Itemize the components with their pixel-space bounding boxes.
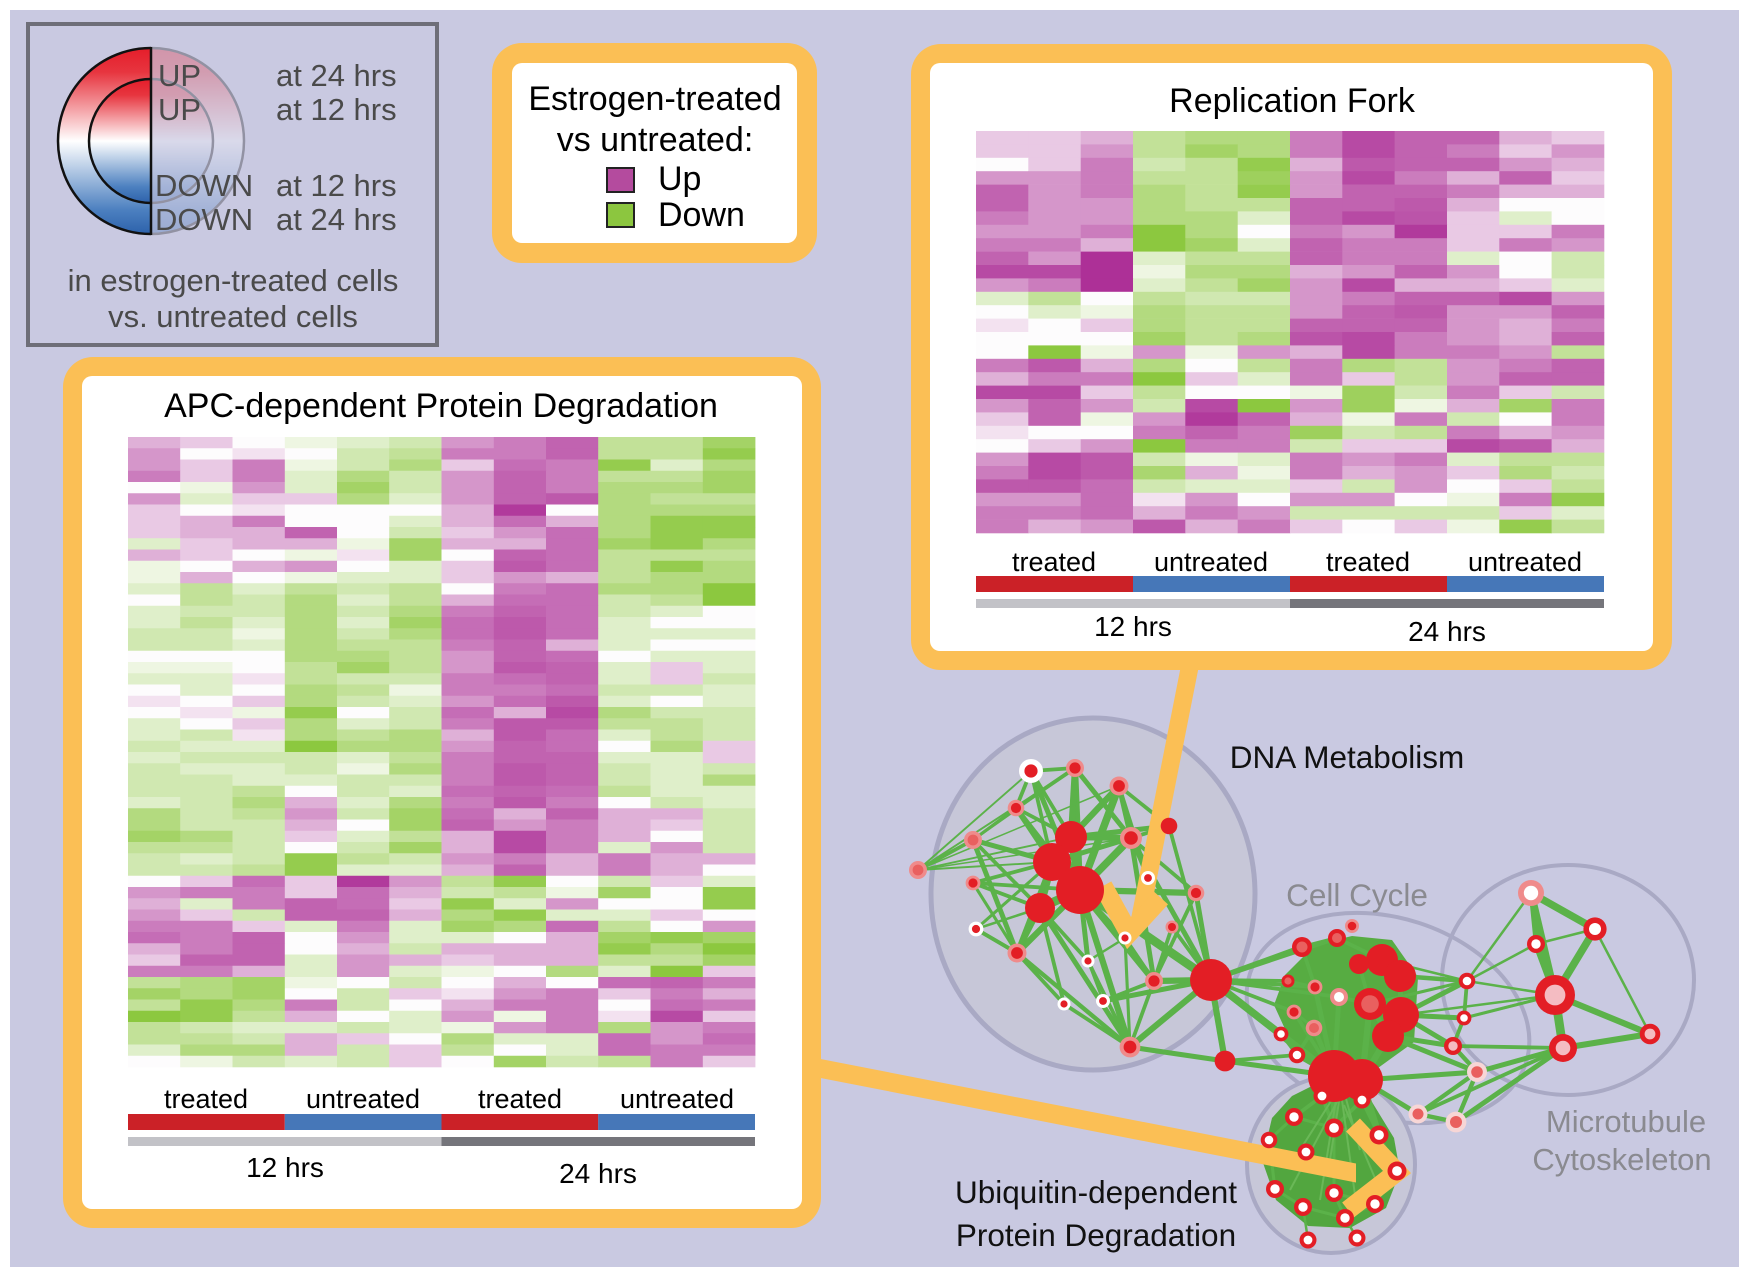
svg-text:Cell Cycle: Cell Cycle: [1286, 877, 1428, 913]
svg-text:untreated: untreated: [1154, 547, 1268, 577]
svg-text:12 hrs: 12 hrs: [246, 1152, 324, 1183]
svg-text:UP: UP: [158, 58, 201, 93]
svg-text:at 24 hrs: at 24 hrs: [276, 202, 397, 237]
svg-text:vs untreated:: vs untreated:: [557, 121, 754, 159]
svg-text:untreated: untreated: [620, 1084, 734, 1114]
svg-text:treated: treated: [478, 1084, 562, 1114]
svg-text:vs. untreated cells: vs. untreated cells: [108, 299, 358, 334]
svg-text:Cytoskeleton: Cytoskeleton: [1532, 1142, 1711, 1177]
svg-text:DOWN: DOWN: [155, 168, 253, 203]
svg-text:DNA Metabolism: DNA Metabolism: [1230, 739, 1465, 775]
svg-text:UP: UP: [158, 92, 201, 127]
svg-text:at 12 hrs: at 12 hrs: [276, 168, 397, 203]
svg-text:Up: Up: [658, 160, 701, 198]
svg-text:Microtubule: Microtubule: [1546, 1104, 1706, 1139]
svg-text:Protein Degradation: Protein Degradation: [956, 1217, 1236, 1253]
svg-text:Down: Down: [658, 196, 745, 234]
svg-text:treated: treated: [1326, 547, 1410, 577]
svg-text:Ubiquitin-dependent: Ubiquitin-dependent: [955, 1174, 1237, 1210]
svg-text:APC-dependent Protein Degradat: APC-dependent Protein Degradation: [164, 387, 718, 425]
svg-text:24 hrs: 24 hrs: [1408, 616, 1486, 647]
svg-text:at 24 hrs: at 24 hrs: [276, 58, 397, 93]
svg-text:Estrogen-treated: Estrogen-treated: [528, 80, 781, 118]
svg-text:24 hrs: 24 hrs: [559, 1158, 637, 1189]
svg-text:in estrogen-treated cells: in estrogen-treated cells: [68, 263, 399, 298]
svg-text:treated: treated: [164, 1084, 248, 1114]
svg-text:untreated: untreated: [306, 1084, 420, 1114]
svg-text:Replication Fork: Replication Fork: [1169, 82, 1416, 120]
svg-text:at 12 hrs: at 12 hrs: [276, 92, 397, 127]
svg-text:treated: treated: [1012, 547, 1096, 577]
svg-text:DOWN: DOWN: [155, 202, 253, 237]
svg-text:untreated: untreated: [1468, 547, 1582, 577]
svg-text:12 hrs: 12 hrs: [1094, 611, 1172, 642]
